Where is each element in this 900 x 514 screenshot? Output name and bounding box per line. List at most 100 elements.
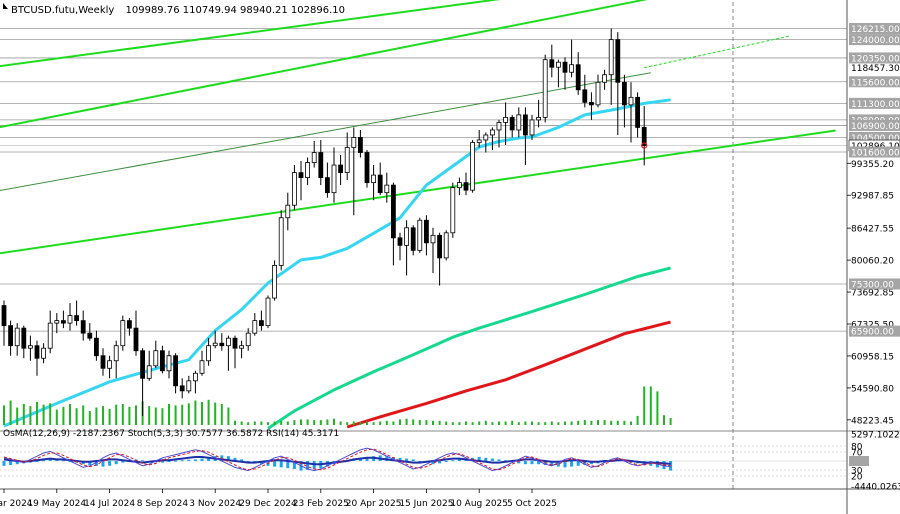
candle <box>166 350 172 379</box>
volume-bar <box>339 421 342 425</box>
volume-bar <box>669 418 672 425</box>
candle <box>146 350 152 381</box>
candle-body <box>232 337 238 349</box>
volume-bar <box>128 406 131 425</box>
candle <box>377 162 383 196</box>
price-level-box <box>849 23 900 35</box>
candle <box>423 215 429 256</box>
candle-body <box>133 327 139 352</box>
candle <box>516 107 522 138</box>
volume-bar <box>418 420 421 425</box>
volume-bar <box>346 422 349 425</box>
candle <box>523 107 528 166</box>
price-level-label: 126215.00 <box>851 25 900 35</box>
chart-title: BTCUSD.futu,Weekly <box>11 5 114 16</box>
volume-bar <box>260 421 263 425</box>
volume-bar <box>524 421 527 425</box>
osma-bar <box>537 461 541 465</box>
y-tick-label: 54590.80 <box>851 384 894 394</box>
volume-bar <box>484 420 487 425</box>
volume-bar <box>42 404 45 425</box>
candle-body <box>463 182 469 191</box>
trend-line <box>0 72 651 192</box>
candle-body <box>225 337 231 347</box>
osma-bar <box>477 457 481 461</box>
oscillator-axis-label: 30 <box>851 467 863 477</box>
price-level-box <box>849 34 900 46</box>
candle-body <box>127 320 132 329</box>
candle-body <box>278 217 284 266</box>
x-tick-label: 3 Nov 2024 <box>189 499 241 509</box>
volume-bar <box>557 422 560 425</box>
price-level-box <box>849 97 900 109</box>
candle-body <box>245 332 251 347</box>
osma-bar <box>121 461 125 463</box>
volume-bar <box>636 415 639 425</box>
volume-bar <box>227 407 230 425</box>
candle-body <box>258 320 264 327</box>
candle-body <box>509 117 515 131</box>
osma-bar <box>108 461 112 466</box>
stoch-k-line <box>3 447 671 472</box>
osma-bar <box>48 459 52 461</box>
ohlc-values: 109989.76 110749.94 98940.21 102896.10 <box>126 5 345 16</box>
osma-bar <box>273 461 277 467</box>
candle-body <box>291 172 297 206</box>
candle <box>305 157 311 186</box>
candle <box>285 192 291 231</box>
candle <box>272 260 278 301</box>
price-level-box <box>849 76 900 88</box>
volume-bar <box>201 401 203 425</box>
x-tick-label: 24 Mar 2024 <box>0 499 33 509</box>
candle-body <box>206 345 212 362</box>
candle-body <box>582 89 588 103</box>
candle-body <box>489 129 495 136</box>
candle <box>496 119 502 148</box>
candle <box>159 345 165 374</box>
osma-bar <box>517 461 521 464</box>
candle <box>635 92 640 138</box>
current-price-marker <box>641 142 648 149</box>
volume-bar <box>214 402 217 425</box>
y-tick-label: 92987.85 <box>851 192 894 202</box>
candle <box>14 323 20 356</box>
volume-bar <box>220 404 223 425</box>
moving-average-line <box>267 266 671 430</box>
candle-body <box>1 305 7 327</box>
stoch-d-line <box>3 448 671 471</box>
candle <box>443 230 449 261</box>
candle <box>390 182 396 266</box>
chart-mode-icon <box>3 3 8 9</box>
candle-body <box>635 96 640 128</box>
osma-bar <box>405 458 409 461</box>
volume-bar <box>491 422 494 425</box>
volume-bar <box>438 420 441 425</box>
candle-body <box>483 134 489 141</box>
candle-body <box>61 320 66 324</box>
volume-bar <box>616 420 619 425</box>
osma-bar <box>431 461 435 465</box>
candle <box>27 335 33 361</box>
candle <box>456 177 462 196</box>
candle <box>199 350 205 376</box>
volume-bar <box>385 420 388 425</box>
candle <box>54 313 60 334</box>
volume-bar <box>333 418 335 425</box>
osma-bar <box>306 461 310 470</box>
candle <box>311 140 317 168</box>
trend-line <box>0 0 648 129</box>
candle-body <box>404 227 410 246</box>
volume-bar <box>366 421 368 425</box>
volume-bar <box>537 422 540 425</box>
osma-bar <box>207 457 211 461</box>
osma-bar <box>556 461 560 467</box>
x-tick-label: 19 May 2024 <box>27 499 86 509</box>
price-level-box <box>849 131 900 143</box>
osma-bar <box>160 461 164 463</box>
volume-bar <box>115 404 118 425</box>
osma-bar <box>193 459 197 461</box>
candle-body <box>377 174 383 194</box>
x-tick-label: 20 Apr 2025 <box>346 499 402 509</box>
volume-bar <box>62 406 65 425</box>
